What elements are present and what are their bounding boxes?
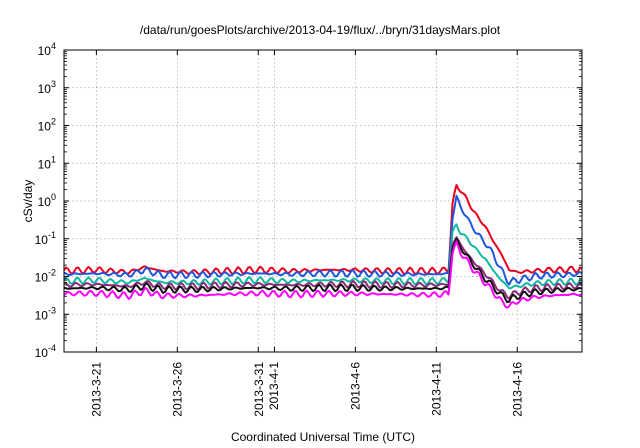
chart-title: /data/run/goesPlots/archive/2013-04-19/f… — [140, 23, 501, 37]
x-tick-label: 2013-3-31 — [252, 362, 266, 417]
y-tick-label: 10-4 — [35, 343, 56, 360]
y-tick-label: 100 — [38, 192, 56, 209]
series-line — [63, 194, 583, 286]
series-line — [63, 237, 583, 304]
y-tick-label: 10-3 — [35, 305, 56, 322]
series-line — [63, 236, 583, 300]
x-tick-label: 2013-3-21 — [89, 362, 103, 417]
series-layer — [63, 184, 583, 309]
y-axis: 10-4 10-3 10-2 10-1 100 101 102 103 104 — [35, 41, 582, 360]
y-tick-label: 10-2 — [35, 268, 56, 285]
y-tick-label: 103 — [38, 79, 56, 96]
series-line — [63, 184, 583, 276]
x-tick-label: 2013-4-16 — [510, 362, 524, 417]
y-tick-label: 101 — [38, 154, 56, 171]
y-tick-label: 102 — [38, 117, 56, 134]
y-tick-label: 10-1 — [35, 230, 56, 247]
y-tick-label: 104 — [38, 41, 56, 58]
x-axis-label: Coordinated Universal Time (UTC) — [231, 430, 415, 444]
series-line — [63, 223, 583, 290]
x-tick-label: 2013-3-26 — [170, 362, 184, 417]
x-tick-label: 2013-4-1 — [267, 362, 281, 410]
y-axis-label: cSv/day — [21, 180, 35, 223]
series-line — [63, 240, 583, 309]
x-axis: 2013-3-21 2013-3-26 2013-3-31 2013-4-1 2013-… — [89, 50, 524, 417]
x-tick-label: 2013-4-11 — [429, 362, 443, 416]
x-tick-label: 2013-4-6 — [348, 362, 362, 410]
